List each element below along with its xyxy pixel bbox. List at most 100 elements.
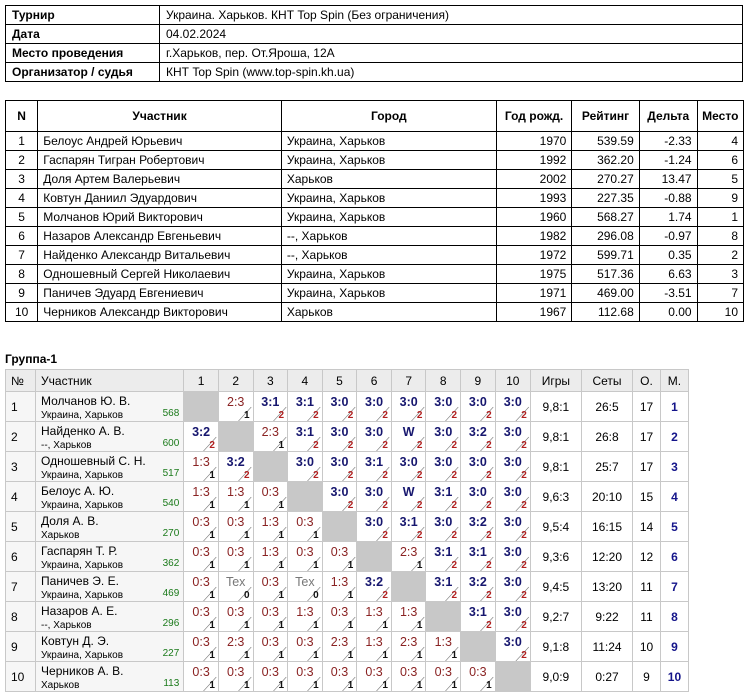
match-points: 1 (209, 620, 215, 631)
match-cell: 0:3 1 (321, 541, 358, 572)
group-place: 2 (659, 421, 690, 452)
match-cell: 1:3 1 (321, 571, 358, 602)
match-points: 1 (347, 590, 354, 601)
cell-divider (480, 676, 494, 691)
match-cell: 0:3 1 (460, 661, 496, 692)
match-score: 0:3 (227, 665, 245, 679)
cell-divider (238, 496, 252, 511)
participant-cell: 539.59 (571, 131, 640, 151)
cell-divider (376, 586, 390, 601)
cell-divider (376, 526, 390, 541)
participant-cell: 7 (696, 283, 745, 303)
player-rating: 568 (162, 408, 180, 419)
match-score: Tex (225, 575, 246, 589)
self-cell (287, 481, 323, 512)
match-cell: 3:0 2 (494, 631, 531, 662)
group-sets: 9:22 (580, 601, 634, 632)
info-row: Место проведения г.Харьков, пер. От.Яроша… (5, 43, 743, 63)
match-cell: 3:0 2 (356, 511, 392, 542)
cell-divider (445, 466, 459, 481)
match-points: 2 (486, 500, 492, 511)
cell-divider (445, 556, 459, 571)
match-score: 3:2 (226, 455, 245, 469)
match-cell: 2:3 1 (390, 541, 427, 572)
group-row: 10 Черников А. В. Харьков 113 0:3 1 0:3 1 0:3 1 0:… (4, 661, 690, 692)
cell-divider (272, 556, 287, 571)
match-score: 3:1 (295, 395, 314, 409)
match-score: 0:3 (192, 545, 210, 559)
player-name: Одношевный С. Н. (41, 454, 146, 468)
participant-cell: 9 (696, 188, 745, 208)
participant-cell: Молчанов Юрий Викторович (37, 207, 282, 227)
player-name: Белоус А. Ю. (41, 484, 115, 498)
match-score: 3:0 (295, 455, 314, 469)
match-cell: 0:3 1 (252, 631, 289, 662)
match-points: 0 (313, 590, 319, 601)
match-points: 1 (209, 650, 215, 661)
cell-divider (272, 646, 287, 661)
match-cell: 2:3 1 (321, 631, 358, 662)
match-score: 3:0 (434, 395, 453, 409)
match-score: 0:3 (399, 665, 418, 679)
match-score: 3:0 (434, 425, 453, 439)
match-points: 1 (347, 620, 354, 631)
match-cell: 2:3 1 (217, 391, 254, 422)
col-games-header: Игры (529, 369, 582, 392)
match-cell: 0:3 1 (321, 661, 358, 692)
match-cell: 3:1 2 (287, 391, 323, 422)
match-score: 0:3 (296, 515, 314, 529)
match-score: 2:3 (227, 635, 245, 649)
group-sets: 0:27 (580, 661, 634, 692)
player-rating: 517 (162, 468, 180, 479)
match-score: 3:0 (503, 395, 522, 409)
player-city: Украина, Харьков (41, 590, 124, 601)
match-points: 1 (278, 620, 285, 631)
match-points: 1 (278, 500, 285, 511)
group-row-number: 9 (4, 631, 37, 662)
cell-divider (341, 496, 356, 511)
match-cell: Tex 0 (287, 571, 323, 602)
group-row: 9 Ковтун Д. Э. Украина, Харьков 227 0:3 1 2:3 1… (4, 631, 690, 662)
match-cell: 3:0 2 (321, 451, 358, 482)
cell-divider (272, 436, 287, 451)
match-score: 3:1 (399, 515, 418, 529)
match-cell: 0:3 1 (217, 661, 254, 692)
match-score: 3:1 (434, 545, 453, 559)
match-score: 1:3 (434, 635, 452, 649)
participant-cell: --, Харьков (280, 245, 497, 265)
cell-divider (307, 436, 321, 451)
participants-header: Дельта (638, 100, 698, 132)
self-cell (252, 451, 289, 482)
match-cell: 0:3 1 (217, 601, 254, 632)
participant-cell: 1967 (495, 302, 573, 322)
match-score: 1:3 (296, 605, 314, 619)
match-score: 0:3 (261, 605, 279, 619)
group-place: 10 (659, 661, 690, 692)
match-points: 1 (209, 560, 215, 571)
participant-row: 2 Гаспарян Тигран Робертович Украина, Харь… (4, 150, 745, 170)
group-player: Найденко А. В. --, Харьков 600 (35, 421, 185, 452)
self-cell (390, 571, 427, 602)
match-cell: 3:0 2 (425, 391, 462, 422)
group-player: Черников А. В. Харьков 113 (35, 661, 185, 692)
match-cell: 3:1 2 (425, 541, 462, 572)
match-points: 2 (451, 590, 458, 601)
match-cell: 3:2 2 (460, 571, 496, 602)
player-city: Украина, Харьков (41, 650, 124, 661)
match-score: 3:0 (503, 485, 522, 499)
match-score: 3:0 (365, 485, 384, 499)
group-sets: 25:7 (580, 451, 634, 482)
group-games: 9,5:4 (529, 511, 582, 542)
group-player: Гаспарян Т. Р. Украина, Харьков 362 (35, 541, 185, 572)
self-cell (356, 541, 392, 572)
tournament-info-table: Турнир Украина. Харьков. КНТ Top Spin (Бе… (5, 5, 743, 82)
match-points: 2 (382, 410, 388, 421)
match-points: 1 (313, 560, 319, 571)
match-points: 1 (382, 620, 388, 631)
cell-divider (203, 616, 217, 631)
cell-divider (411, 646, 425, 661)
participant-row: 7 Найденко Александр Витальевич --, Харько… (4, 245, 745, 265)
group-games: 9,1:8 (529, 631, 582, 662)
match-cell: 3:2 2 (460, 511, 496, 542)
info-label: Организатор / судья (5, 62, 160, 82)
